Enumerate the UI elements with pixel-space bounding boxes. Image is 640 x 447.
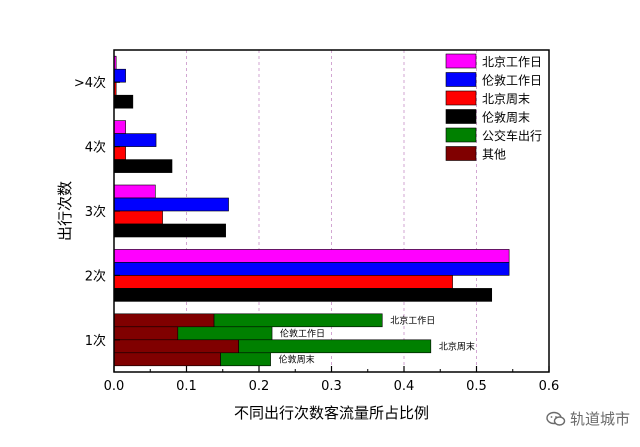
bar-伦敦工作日 (113, 197, 229, 212)
bar-伦敦工作日 (113, 133, 157, 147)
y-tick-label: 4次 (85, 140, 106, 156)
bar-1ci-3-其他 (113, 352, 221, 367)
legend-label: 北京工作日 (482, 55, 542, 69)
bar-1ci-label: 伦敦周末 (279, 353, 315, 365)
legend-label: 伦敦工作日 (482, 73, 542, 88)
legend-swatch (445, 53, 477, 69)
bar-1ci-1-其他 (113, 326, 179, 341)
bar-1ci-1-公交车出行 (177, 326, 273, 341)
x-axis-ticks: 0.0 0.1 0.2 0.3 0.4 0.5 0.6 (104, 366, 560, 394)
watermark-text: 轨道城市 (569, 410, 630, 428)
bar-北京工作日 (113, 249, 510, 263)
x-tick-label: 0.3 (321, 379, 342, 394)
legend-swatch (445, 146, 477, 161)
x-axis-title: 不同出行次数客流量所占比例 (234, 404, 429, 422)
y-axis-ticks: 1次 2次 3次 4次 >4次 (74, 75, 120, 349)
bar-北京工作日 (113, 184, 156, 199)
bar-伦敦周末 (113, 94, 134, 109)
bar-伦敦工作日 (113, 262, 510, 276)
bars (113, 55, 510, 367)
x-tick-label: 0.6 (539, 379, 560, 394)
legend-swatch (445, 109, 477, 124)
legend-label: 其他 (482, 148, 506, 162)
legend-label: 伦敦周末 (482, 110, 530, 125)
legend-swatch (445, 72, 477, 87)
bar-北京周末 (113, 146, 126, 160)
legend-label: 北京周末 (482, 92, 530, 106)
legend-swatch (445, 127, 477, 143)
watermark: 轨道城市 (546, 408, 630, 429)
bar-1ci-0-公交车出行 (213, 313, 383, 328)
bar-伦敦周末 (113, 223, 226, 238)
x-tick-label: 0.1 (176, 379, 197, 394)
wechat-icon (546, 411, 566, 426)
bar-1ci-2-其他 (113, 339, 239, 354)
x-tick-label: 0.4 (394, 379, 415, 394)
y-axis-title: 出行次数 (56, 181, 74, 241)
y-tick-label: 1次 (85, 333, 106, 349)
bar-伦敦周末 (113, 159, 173, 173)
x-tick-label: 0.2 (249, 379, 270, 394)
bar-1ci-3-公交车出行 (220, 352, 271, 367)
bar-1ci-2-公交车出行 (238, 339, 432, 354)
legend-label: 公交车出行 (482, 128, 542, 143)
bar-1ci-0-其他 (113, 313, 215, 328)
x-tick-label: 0.0 (104, 379, 125, 394)
legend-swatch (445, 90, 477, 106)
bar-伦敦工作日 (113, 68, 126, 83)
y-tick-label: 2次 (85, 268, 106, 284)
bar-北京周末 (113, 210, 163, 225)
bar-1ci-label: 北京工作日 (390, 314, 435, 326)
x-tick-label: 0.5 (466, 379, 487, 394)
y-tick-label: >4次 (74, 75, 106, 91)
bar-北京工作日 (113, 120, 126, 134)
bar-1ci-label: 北京周末 (439, 340, 475, 352)
bar-1ci-label: 伦敦工作日 (280, 327, 325, 339)
bar-北京周末 (113, 275, 453, 289)
y-tick-label: 3次 (85, 204, 106, 220)
bar-伦敦周末 (113, 288, 493, 302)
